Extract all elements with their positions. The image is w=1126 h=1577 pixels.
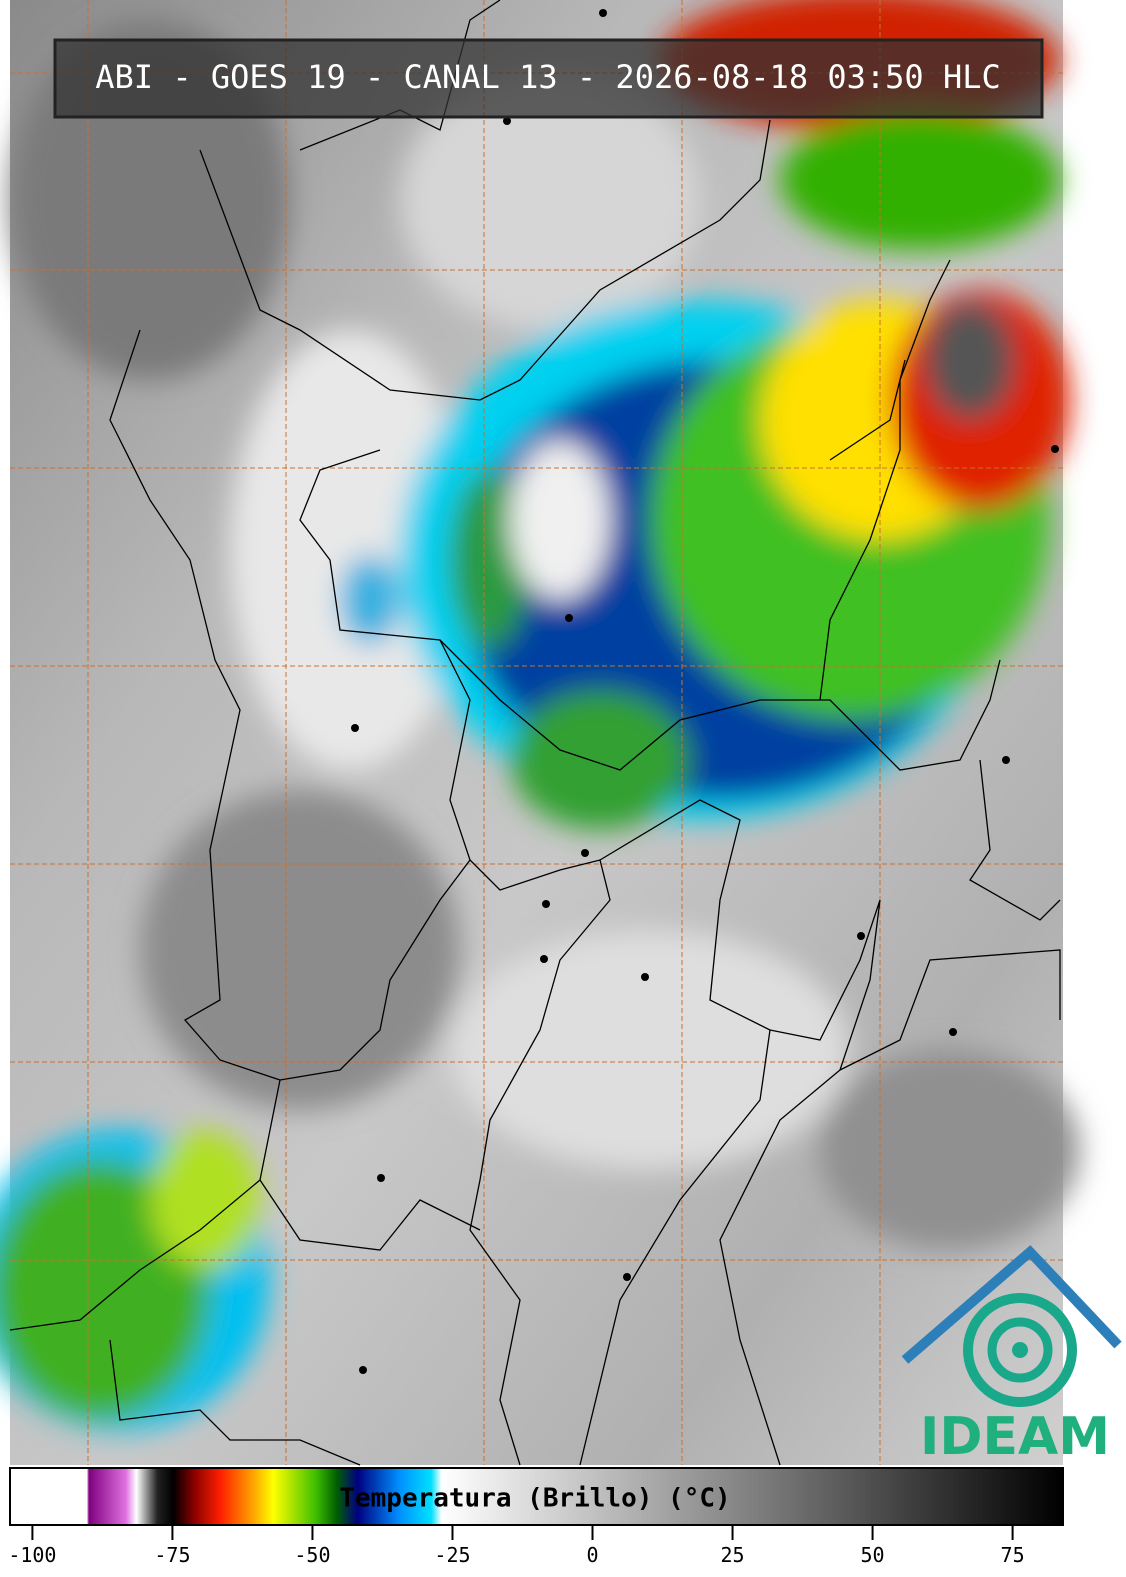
colorbar-label: Temperatura (Brillo) (°C): [339, 1484, 730, 1514]
colorbar-tick-label: -75: [154, 1543, 190, 1567]
colorbar-tick-label: 50: [861, 1543, 885, 1567]
colorbar-tick-label: -50: [294, 1543, 330, 1567]
logo: IDEAM: [901, 1245, 1122, 1467]
colorbar-tick-label: -25: [434, 1543, 470, 1567]
colorbar-tick-label: 25: [720, 1543, 744, 1567]
city-markers: [351, 9, 1059, 1374]
graticule: [10, 0, 1063, 1465]
title: ABI - GOES 19 - CANAL 13 - 2026-08-18 03…: [95, 58, 1000, 96]
colorbar-tick-label: 0: [586, 1543, 598, 1567]
title-box: [53, 38, 1044, 119]
colorbar-tick-label: -100: [8, 1543, 56, 1567]
borders: [9, 0, 1061, 1466]
colorbar: [9, 1467, 1064, 1526]
colorbar-tick-label: 75: [1001, 1543, 1025, 1567]
logo-text: IDEAM: [920, 1407, 1110, 1467]
